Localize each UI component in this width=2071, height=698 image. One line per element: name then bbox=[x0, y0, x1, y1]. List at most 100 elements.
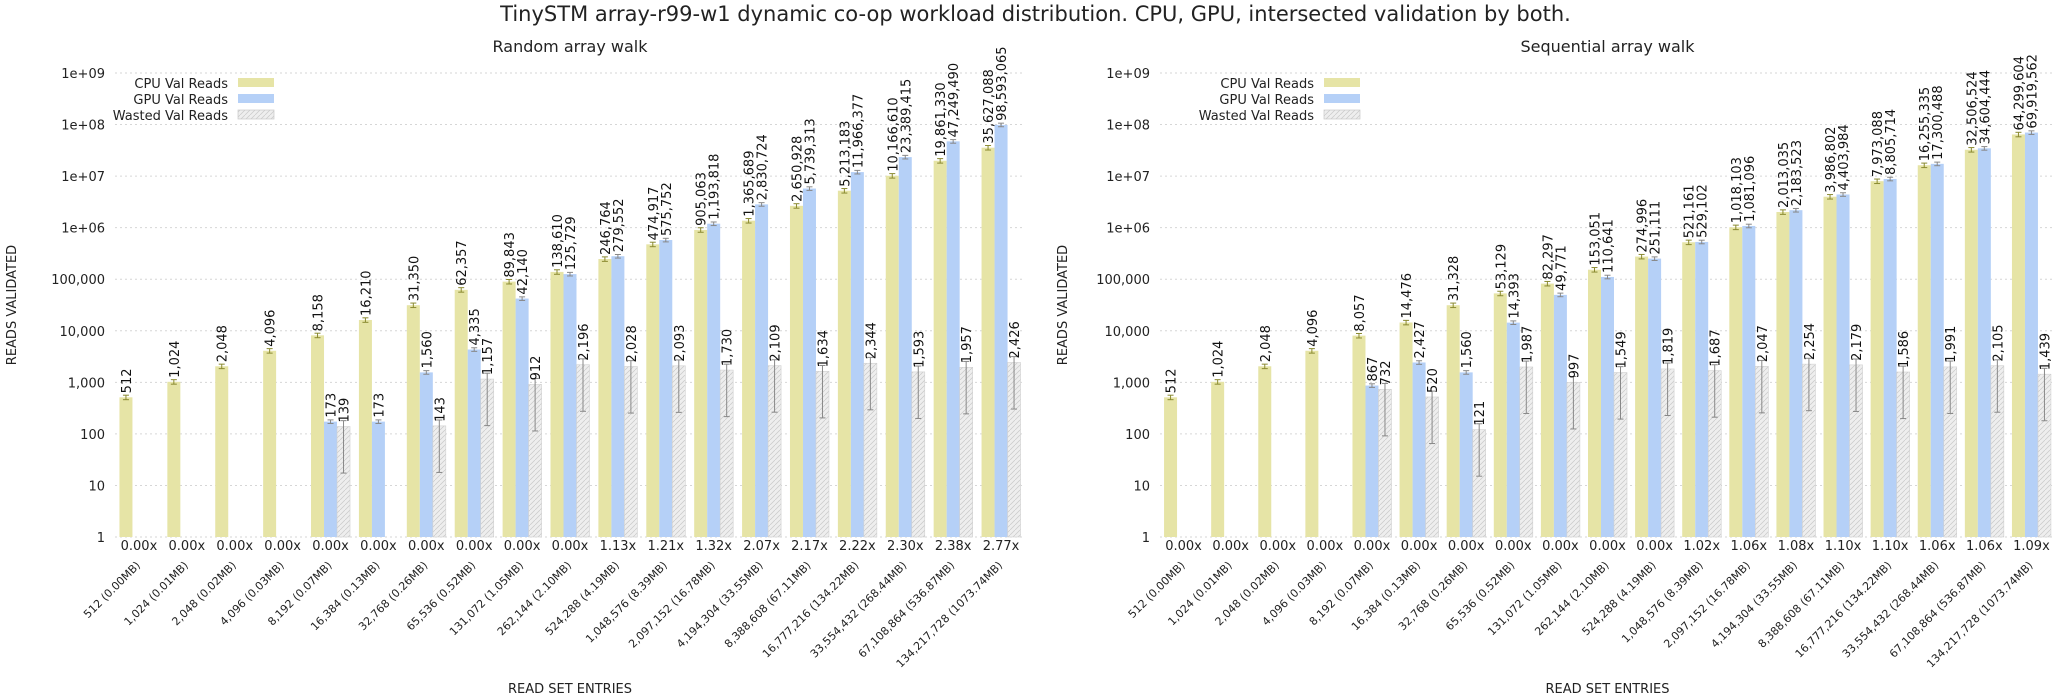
ratio-label: 0.00x bbox=[360, 539, 397, 554]
legend-swatch bbox=[237, 109, 275, 120]
bar-cpu bbox=[311, 335, 325, 537]
data-label-cpu: 35,627,088 bbox=[982, 69, 997, 143]
bar-cpu bbox=[263, 350, 277, 537]
data-label-cpu: 905,063 bbox=[695, 172, 710, 226]
data-label-gpu: 49,771 bbox=[1554, 245, 1569, 291]
y-tick-label: 1e+07 bbox=[61, 170, 105, 185]
data-label-cpu: 474,917 bbox=[647, 187, 662, 241]
chart-title: Sequential array walk bbox=[1521, 37, 1696, 56]
data-label-cpu: 53,129 bbox=[1494, 244, 1509, 290]
data-label-cpu: 274,996 bbox=[1636, 199, 1651, 253]
data-label-cpu: 8,057 bbox=[1353, 294, 1368, 331]
data-label-gpu: 1,081,096 bbox=[1743, 156, 1758, 222]
data-label-cpu: 14,476 bbox=[1400, 273, 1415, 319]
data-label-cpu: 153,051 bbox=[1589, 212, 1604, 266]
x-tick-label: 1,048,576 (8.39MB) bbox=[583, 559, 670, 646]
bar-cpu bbox=[502, 281, 516, 537]
data-label-wasted: 2,047 bbox=[1756, 325, 1771, 362]
ratio-label: 0.00x bbox=[1354, 539, 1391, 554]
bar-cpu bbox=[215, 366, 229, 537]
data-label-gpu: 279,552 bbox=[612, 198, 627, 252]
ratio-label: 1.10x bbox=[1872, 539, 1909, 554]
ratio-label: 1.02x bbox=[1683, 539, 1720, 554]
x-tick-label: 16,777,216 (134.22MB) bbox=[760, 559, 862, 661]
data-label-gpu: 34,604,444 bbox=[1978, 70, 1993, 144]
bar-gpu bbox=[946, 141, 960, 537]
ratio-label: 1.06x bbox=[1919, 539, 1956, 554]
bar-cpu bbox=[2011, 134, 2025, 537]
data-label-cpu: 10,166,610 bbox=[886, 97, 901, 171]
bar-cpu bbox=[406, 305, 420, 537]
bar-cpu bbox=[1635, 256, 1649, 537]
x-tick-label: 67,108,864 (536.87MB) bbox=[1887, 559, 1989, 661]
data-label-gpu: 42,140 bbox=[516, 249, 531, 295]
data-label-gpu: 173 bbox=[372, 393, 387, 418]
data-label-wasted: 1,439 bbox=[2038, 333, 2053, 370]
y-tick-label: 1e+06 bbox=[1106, 222, 1150, 237]
data-label-wasted: 121 bbox=[1473, 401, 1488, 426]
bar-gpu bbox=[1553, 294, 1567, 537]
bar-cpu bbox=[358, 319, 372, 537]
y-tick-label: 100,000 bbox=[1096, 273, 1150, 288]
ratio-label: 0.00x bbox=[456, 539, 493, 554]
bar-gpu bbox=[850, 172, 864, 537]
data-label-cpu: 32,506,524 bbox=[1965, 71, 1980, 145]
x-tick-label: 8,388,608 (67.11MB) bbox=[722, 559, 814, 651]
chart-sequential-array-walk: Sequential array walk READS VALIDATED READ… bbox=[1056, 37, 2055, 697]
bar-cpu bbox=[1446, 305, 1460, 537]
bar-cpu bbox=[933, 160, 947, 537]
bar-cpu bbox=[1493, 293, 1507, 537]
ratio-label: 0.00x bbox=[1165, 539, 1202, 554]
ratio-label: 1.13x bbox=[600, 539, 637, 554]
data-label-gpu: 1,560 bbox=[420, 331, 435, 368]
data-label-wasted: 2,093 bbox=[673, 325, 688, 362]
bar-cpu bbox=[1352, 335, 1366, 537]
x-tick-label: 2,097,152 (16.78MB) bbox=[626, 559, 718, 651]
data-label-wasted: 2,196 bbox=[577, 324, 592, 361]
data-label-wasted: 1,957 bbox=[960, 326, 975, 363]
bar-gpu bbox=[1883, 178, 1897, 537]
y-axis-label: READS VALIDATED bbox=[5, 245, 20, 365]
data-label-gpu: 110,641 bbox=[1602, 219, 1617, 273]
bar-cpu bbox=[1258, 366, 1272, 537]
bar-cpu bbox=[885, 175, 899, 537]
data-label-gpu: 1,193,818 bbox=[708, 154, 723, 220]
x-tick-label: 4,194,304 (33.55MB) bbox=[674, 559, 766, 651]
bar-cpu bbox=[1776, 212, 1790, 537]
data-label-wasted: 2,426 bbox=[1008, 321, 1023, 358]
bar-cpu bbox=[789, 205, 803, 538]
bar-cpu bbox=[119, 397, 133, 537]
data-label-wasted: 1,987 bbox=[1520, 326, 1535, 363]
bar-gpu bbox=[994, 124, 1008, 538]
bar-gpu bbox=[1412, 362, 1426, 537]
legend-label: Wasted Val Reads bbox=[1199, 109, 1315, 124]
x-tick-label: 2,097,152 (16.78MB) bbox=[1661, 559, 1753, 651]
ratio-label: 1.06x bbox=[1730, 539, 1767, 554]
bar-gpu bbox=[467, 349, 481, 537]
bar-cpu bbox=[550, 271, 564, 537]
y-tick-label: 1e+08 bbox=[1106, 119, 1150, 134]
y-tick-label: 10,000 bbox=[60, 325, 106, 340]
ratio-label: 0.00x bbox=[1542, 539, 1579, 554]
bar-cpu bbox=[1729, 227, 1743, 537]
data-label-gpu: 173 bbox=[325, 393, 340, 418]
bar-gpu bbox=[1648, 258, 1662, 537]
data-label-gpu: 23,389,415 bbox=[899, 79, 914, 153]
ratio-label: 0.00x bbox=[1307, 539, 1344, 554]
data-label-cpu: 2,048 bbox=[1259, 325, 1274, 362]
bar-gpu bbox=[1365, 385, 1379, 537]
y-axis-label: READS VALIDATED bbox=[1056, 245, 1071, 365]
ratio-label: 0.00x bbox=[169, 539, 206, 554]
figure-title: TinySTM array-r99-w1 dynamic co-op workl… bbox=[500, 2, 1571, 26]
data-label-cpu: 82,297 bbox=[1541, 234, 1556, 280]
data-label-cpu: 1,024 bbox=[1212, 341, 1227, 378]
ratio-label: 0.00x bbox=[1636, 539, 1673, 554]
data-label-cpu: 1,018,103 bbox=[1730, 157, 1745, 223]
legend-swatch bbox=[238, 94, 274, 103]
bar-cpu bbox=[1917, 165, 1931, 537]
x-tick-label: 1,048,576 (8.39MB) bbox=[1619, 559, 1706, 646]
chart-title: Random array walk bbox=[493, 37, 649, 56]
bar-gpu bbox=[1695, 241, 1709, 537]
ratio-label: 2.77x bbox=[983, 539, 1020, 554]
bar-gpu bbox=[611, 256, 625, 537]
